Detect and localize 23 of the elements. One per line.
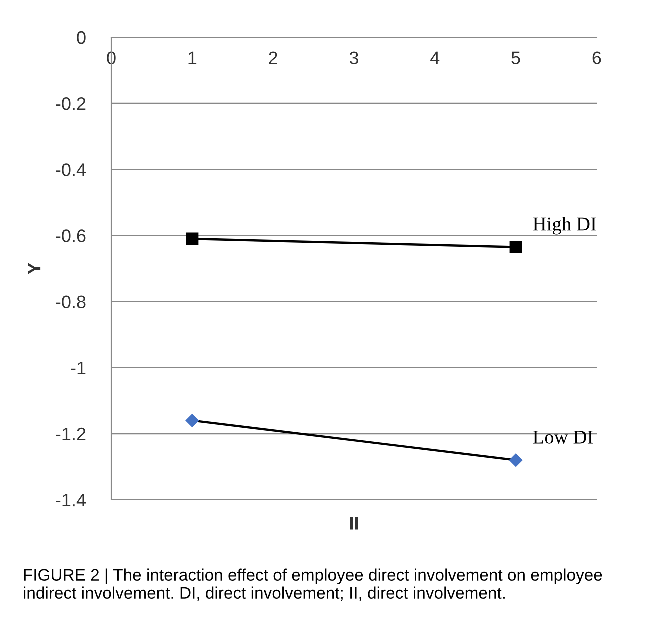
y-tick-label: -0.2 (56, 98, 86, 110)
y-tick-label: 0 (77, 31, 86, 44)
x-tick-label: 5 (512, 52, 520, 64)
point (510, 241, 522, 254)
caption: FIGURE 2 | The interaction effect of employee direct involvement on employee indirect involvement. DI, direct involvement; II, direct involvement. (24, 568, 602, 601)
y-tick-label: -0.8 (56, 296, 86, 309)
x-axis-title: II (350, 517, 358, 530)
y-tick-label: -1.4 (56, 494, 86, 507)
x-tick-label: 1 (188, 52, 197, 64)
x-tick-label: 6 (592, 52, 602, 64)
y-tick-label: -0.6 (56, 230, 86, 242)
y-tick-label: -1.2 (56, 428, 86, 440)
y-tick-label: -1 (71, 362, 86, 374)
y-tick-label: -0.4 (56, 164, 86, 176)
point (509, 454, 523, 467)
x-tick-label: 2 (269, 52, 278, 64)
point (186, 414, 200, 428)
y-axis-title: Y (28, 263, 41, 274)
series-label: Low DI (533, 430, 594, 444)
series-label: High DI (533, 217, 596, 235)
x-tick-label: 4 (430, 52, 440, 64)
x-tick-label: 3 (350, 52, 358, 64)
point (186, 232, 199, 246)
